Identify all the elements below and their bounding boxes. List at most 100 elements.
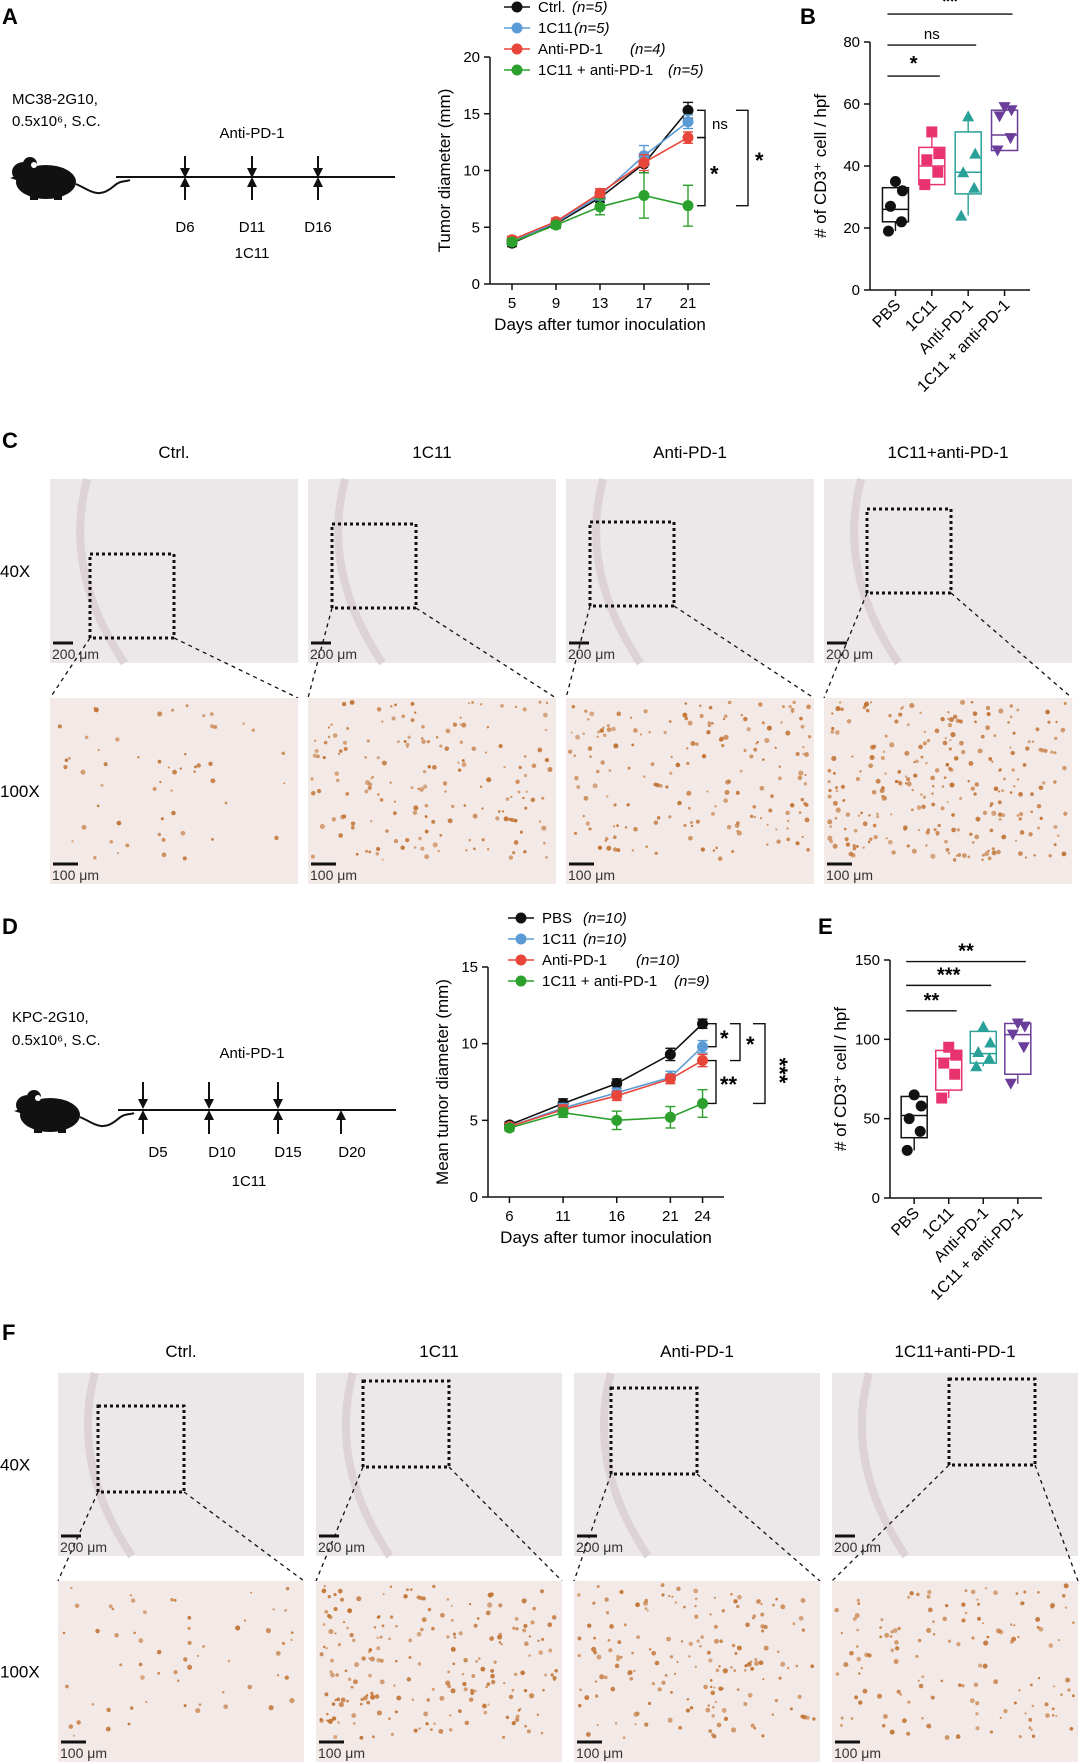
stained-cell xyxy=(999,1716,1002,1719)
stained-cell xyxy=(609,1624,614,1629)
stained-cell xyxy=(694,1597,698,1601)
stained-cell xyxy=(520,1670,526,1676)
stained-cell xyxy=(604,1597,609,1602)
stained-cell xyxy=(858,1672,861,1675)
stained-cell xyxy=(381,720,384,723)
stained-cell xyxy=(431,1687,435,1691)
row-label: 100X xyxy=(0,1663,40,1682)
stained-cell xyxy=(651,1650,657,1656)
stained-cell xyxy=(926,828,930,832)
stained-cell xyxy=(185,704,189,708)
stained-cell xyxy=(475,1660,478,1663)
micrograph-100x xyxy=(50,698,298,884)
stained-cell xyxy=(684,702,687,705)
inset-box xyxy=(588,520,676,608)
stained-cell xyxy=(700,847,706,852)
stained-cell xyxy=(432,842,438,848)
stained-cell xyxy=(356,1596,362,1602)
stained-cell xyxy=(508,855,514,860)
stained-cell xyxy=(1023,1590,1027,1594)
stained-cell xyxy=(945,1604,949,1608)
stained-cell xyxy=(1067,1688,1071,1692)
column-title: Anti-PD-1 xyxy=(653,443,727,462)
inset-box xyxy=(96,1404,186,1494)
stained-cell xyxy=(335,1673,339,1677)
stained-cell xyxy=(538,820,542,823)
schematic-a-arrows xyxy=(180,156,323,200)
stained-cell xyxy=(880,1618,884,1622)
stained-cell xyxy=(876,815,880,819)
stained-cell xyxy=(846,719,852,724)
stained-cell xyxy=(1001,834,1007,840)
stained-cell xyxy=(906,777,911,782)
stained-cell xyxy=(694,1665,697,1668)
stained-cell xyxy=(542,1688,545,1692)
stained-cell xyxy=(526,1729,531,1734)
stained-cell xyxy=(374,1694,380,1699)
stained-cell xyxy=(426,1698,431,1702)
micrograph-40x xyxy=(308,479,556,663)
y-tick-label: 0 xyxy=(872,1190,880,1207)
stained-cell xyxy=(993,1590,998,1596)
stained-cell xyxy=(502,1681,506,1685)
y-tick-label: 0 xyxy=(470,1189,478,1206)
stained-cell xyxy=(860,811,863,815)
stained-cell xyxy=(749,754,754,759)
scale-label: 200 μm xyxy=(834,1539,881,1555)
stained-cell xyxy=(750,1723,755,1728)
stained-cell xyxy=(1050,1602,1055,1608)
scale-label: 100 μm xyxy=(60,1745,107,1761)
stained-cell xyxy=(376,1646,381,1651)
stained-cell xyxy=(956,828,961,832)
stained-cell xyxy=(130,1598,136,1603)
stained-cell xyxy=(524,806,528,810)
stained-cell xyxy=(276,1674,280,1677)
data-point xyxy=(550,219,562,231)
stained-cell xyxy=(868,814,871,817)
stained-cell xyxy=(894,719,899,724)
stained-cell xyxy=(485,1685,488,1689)
stained-cell xyxy=(774,746,777,749)
stained-cell xyxy=(927,1589,932,1595)
stained-cell xyxy=(661,1680,666,1685)
stained-cell xyxy=(532,1606,537,1611)
stained-cell xyxy=(393,838,399,844)
stained-cell xyxy=(795,751,800,757)
stained-cell xyxy=(970,786,975,791)
stained-cell xyxy=(202,713,206,718)
stained-cell xyxy=(911,848,917,854)
stained-cell xyxy=(855,1645,859,1648)
stained-cell xyxy=(457,768,462,772)
stained-cell xyxy=(275,1651,281,1656)
data-point xyxy=(682,200,694,212)
stained-cell xyxy=(333,1735,338,1739)
stained-cell xyxy=(688,835,693,841)
stained-cell xyxy=(931,802,936,807)
stained-cell xyxy=(413,846,417,849)
stained-cell xyxy=(1072,1694,1075,1698)
stained-cell xyxy=(71,840,74,843)
stained-cell xyxy=(1057,1638,1061,1642)
stained-cell xyxy=(209,712,214,716)
stained-cell xyxy=(137,756,140,759)
stained-cell xyxy=(884,772,887,775)
stained-cell xyxy=(485,1610,491,1616)
stained-cell xyxy=(1051,1707,1055,1711)
stained-cell xyxy=(834,1607,839,1613)
stained-cell xyxy=(667,1717,673,1723)
stained-cell xyxy=(339,1597,345,1602)
stained-cell xyxy=(705,1707,711,1713)
stained-cell xyxy=(690,821,693,824)
box-1 xyxy=(918,126,946,191)
stained-cell xyxy=(464,1720,470,1726)
stained-cell xyxy=(703,1684,708,1690)
stained-cell xyxy=(872,823,877,828)
stained-cell xyxy=(333,1607,338,1612)
stained-cell xyxy=(511,1688,515,1692)
stained-cell xyxy=(828,788,832,793)
stained-cell xyxy=(444,746,450,751)
stained-cell xyxy=(957,853,962,857)
stained-cell xyxy=(1010,750,1015,756)
x-tick-label: 16 xyxy=(608,1208,625,1225)
stained-cell xyxy=(1012,731,1016,735)
